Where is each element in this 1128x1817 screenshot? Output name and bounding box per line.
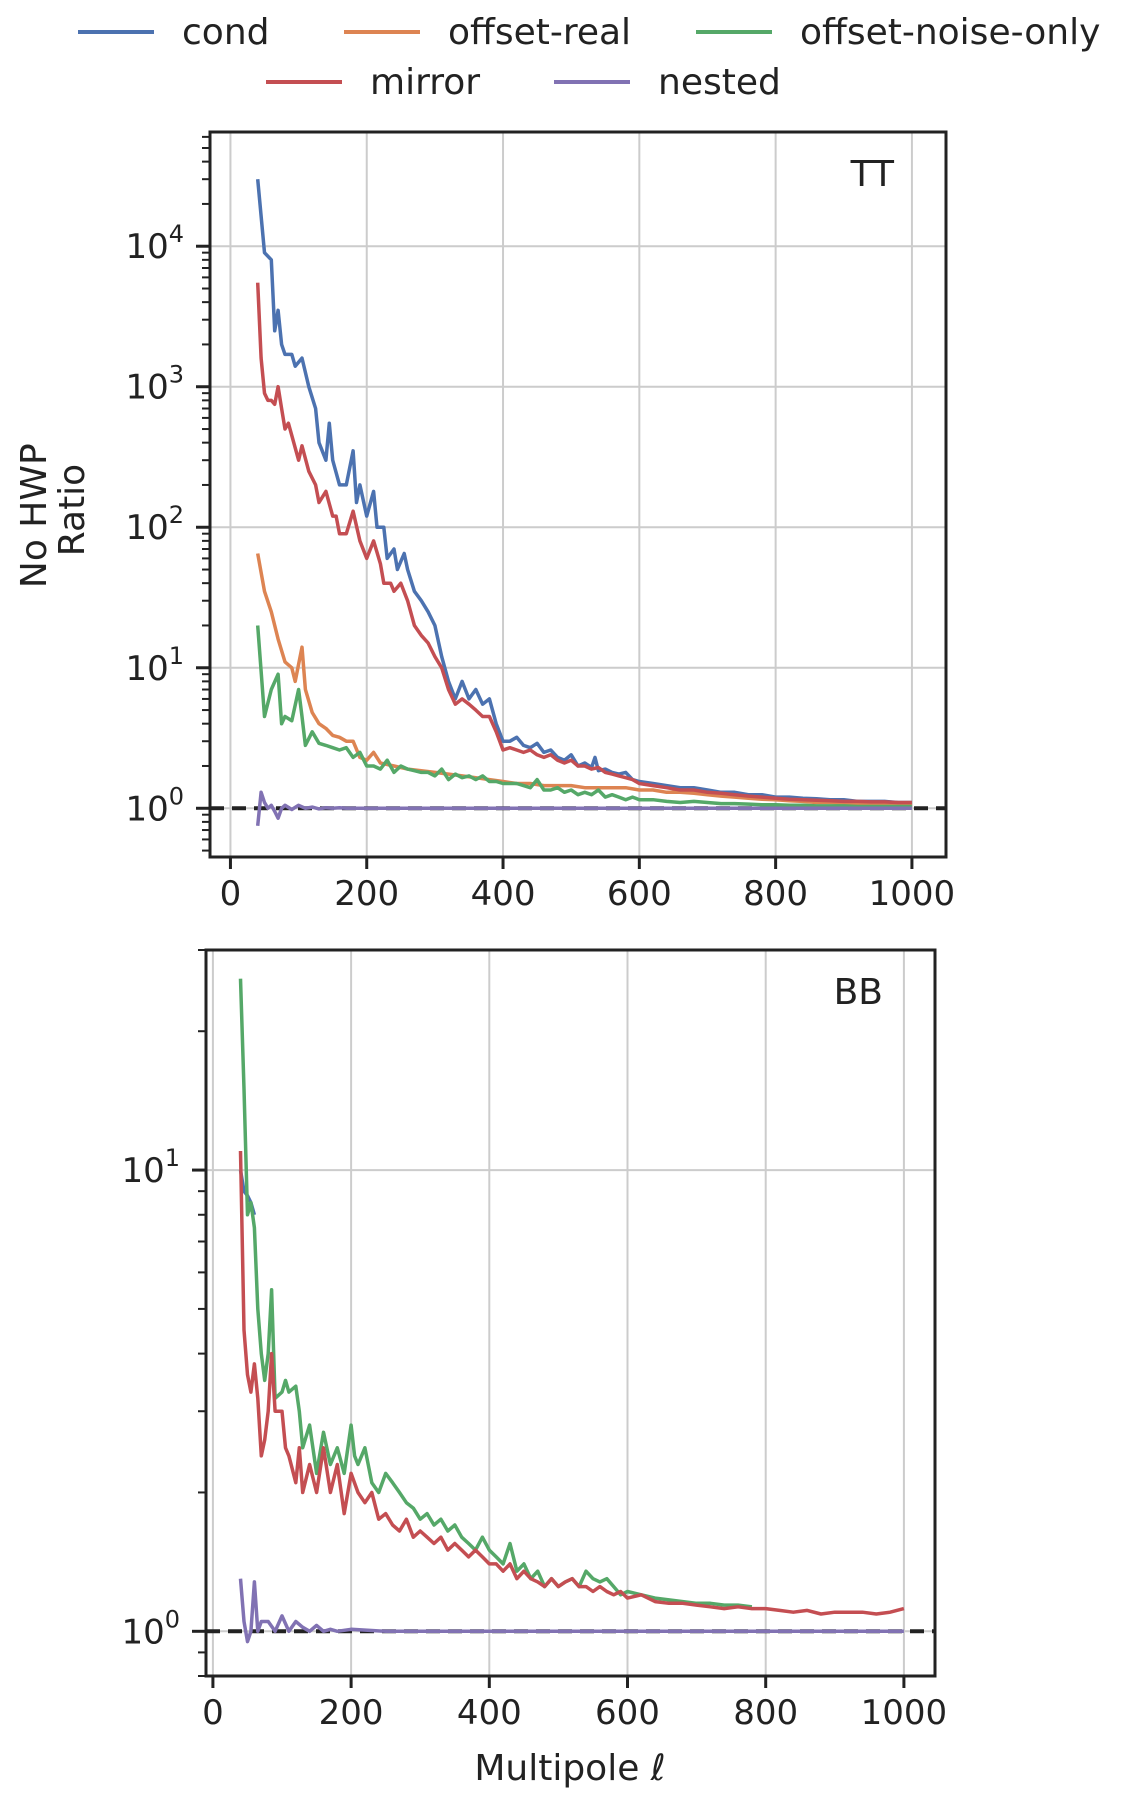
bb-panel-label: BB — [834, 972, 883, 1013]
tt-ytick-label-100: 102 — [125, 501, 184, 548]
legend-item-offset-noise-only: offset-noise-only — [696, 12, 1100, 53]
legend-label-offset-noise-only: offset-noise-only — [800, 12, 1100, 53]
legend-label-nested: nested — [658, 62, 781, 103]
y-axis-label: No HWP Ratio — [14, 432, 93, 588]
bb-panel: 0 200 400 600 800 1000 100 101 BB — [121, 948, 948, 1733]
tt-series-offset-noise-only — [255, 625, 912, 809]
tt-series-group — [210, 179, 946, 826]
bb-series-mirror — [238, 1150, 905, 1616]
tt-series-mirror — [255, 282, 912, 805]
bb-xtick-label-1000: 1000 — [861, 1693, 948, 1733]
tt-grid — [210, 132, 946, 857]
tt-xtick-label-0: 0 — [220, 874, 242, 914]
bb-plot-area — [206, 978, 935, 1644]
bb-series-offset-noise-only — [238, 978, 753, 1609]
tt-xtick-label-1000: 1000 — [869, 874, 956, 914]
y-axis-label-line2: Ratio — [52, 464, 93, 556]
tt-xtick-label-600: 600 — [607, 874, 672, 914]
tt-ticks: 0 200 400 600 800 1000 100 101 102 103 104 — [125, 135, 956, 914]
y-axis-label-line1: No HWP — [14, 443, 55, 588]
bb-ytick-label-1: 100 — [121, 1605, 180, 1652]
bb-grid — [206, 950, 935, 1676]
tt-ytick-label-1: 100 — [125, 782, 184, 829]
legend-item-offset-real: offset-real — [344, 12, 631, 53]
bb-xtick-label-200: 200 — [319, 1693, 384, 1733]
bb-xtick-label-0: 0 — [202, 1693, 224, 1733]
bb-axes-frame — [204, 948, 937, 1678]
bb-ytick-label-10: 101 — [121, 1144, 180, 1191]
bb-xtick-label-600: 600 — [595, 1693, 660, 1733]
tt-ytick-label-1000: 103 — [125, 361, 184, 408]
tt-panel-label: TT — [850, 154, 895, 195]
bb-series-group — [206, 978, 935, 1644]
tt-xtick-label-800: 800 — [743, 874, 808, 914]
tt-ytick-label-10: 101 — [125, 642, 184, 689]
legend-item-mirror: mirror — [266, 62, 480, 103]
legend-item-cond: cond — [78, 12, 270, 53]
tt-ytick-label-10000: 104 — [125, 220, 184, 267]
legend-label-mirror: mirror — [370, 62, 480, 103]
tt-xtick-label-200: 200 — [334, 874, 399, 914]
bb-series-nested — [238, 1578, 904, 1644]
bb-xtick-label-800: 800 — [733, 1693, 798, 1733]
tt-series-nested — [255, 790, 912, 826]
x-axis-label: Multipole ℓ — [474, 1748, 665, 1789]
legend-label-cond: cond — [182, 12, 270, 53]
legend-item-nested: nested — [554, 62, 781, 103]
tt-series-cond — [255, 179, 912, 805]
legend-label-offset-real: offset-real — [448, 12, 631, 53]
tt-axes-frame — [208, 130, 948, 859]
bb-xtick-label-400: 400 — [457, 1693, 522, 1733]
tt-plot-area — [210, 179, 946, 826]
bb-ticks: 0 200 400 600 800 1000 100 101 — [121, 949, 948, 1733]
legend: cond offset-real offset-noise-only mirror ne… — [78, 12, 1100, 103]
tt-xtick-label-400: 400 — [471, 874, 536, 914]
tt-panel: 0 200 400 600 800 1000 100 101 102 103 104 TT — [125, 130, 956, 914]
